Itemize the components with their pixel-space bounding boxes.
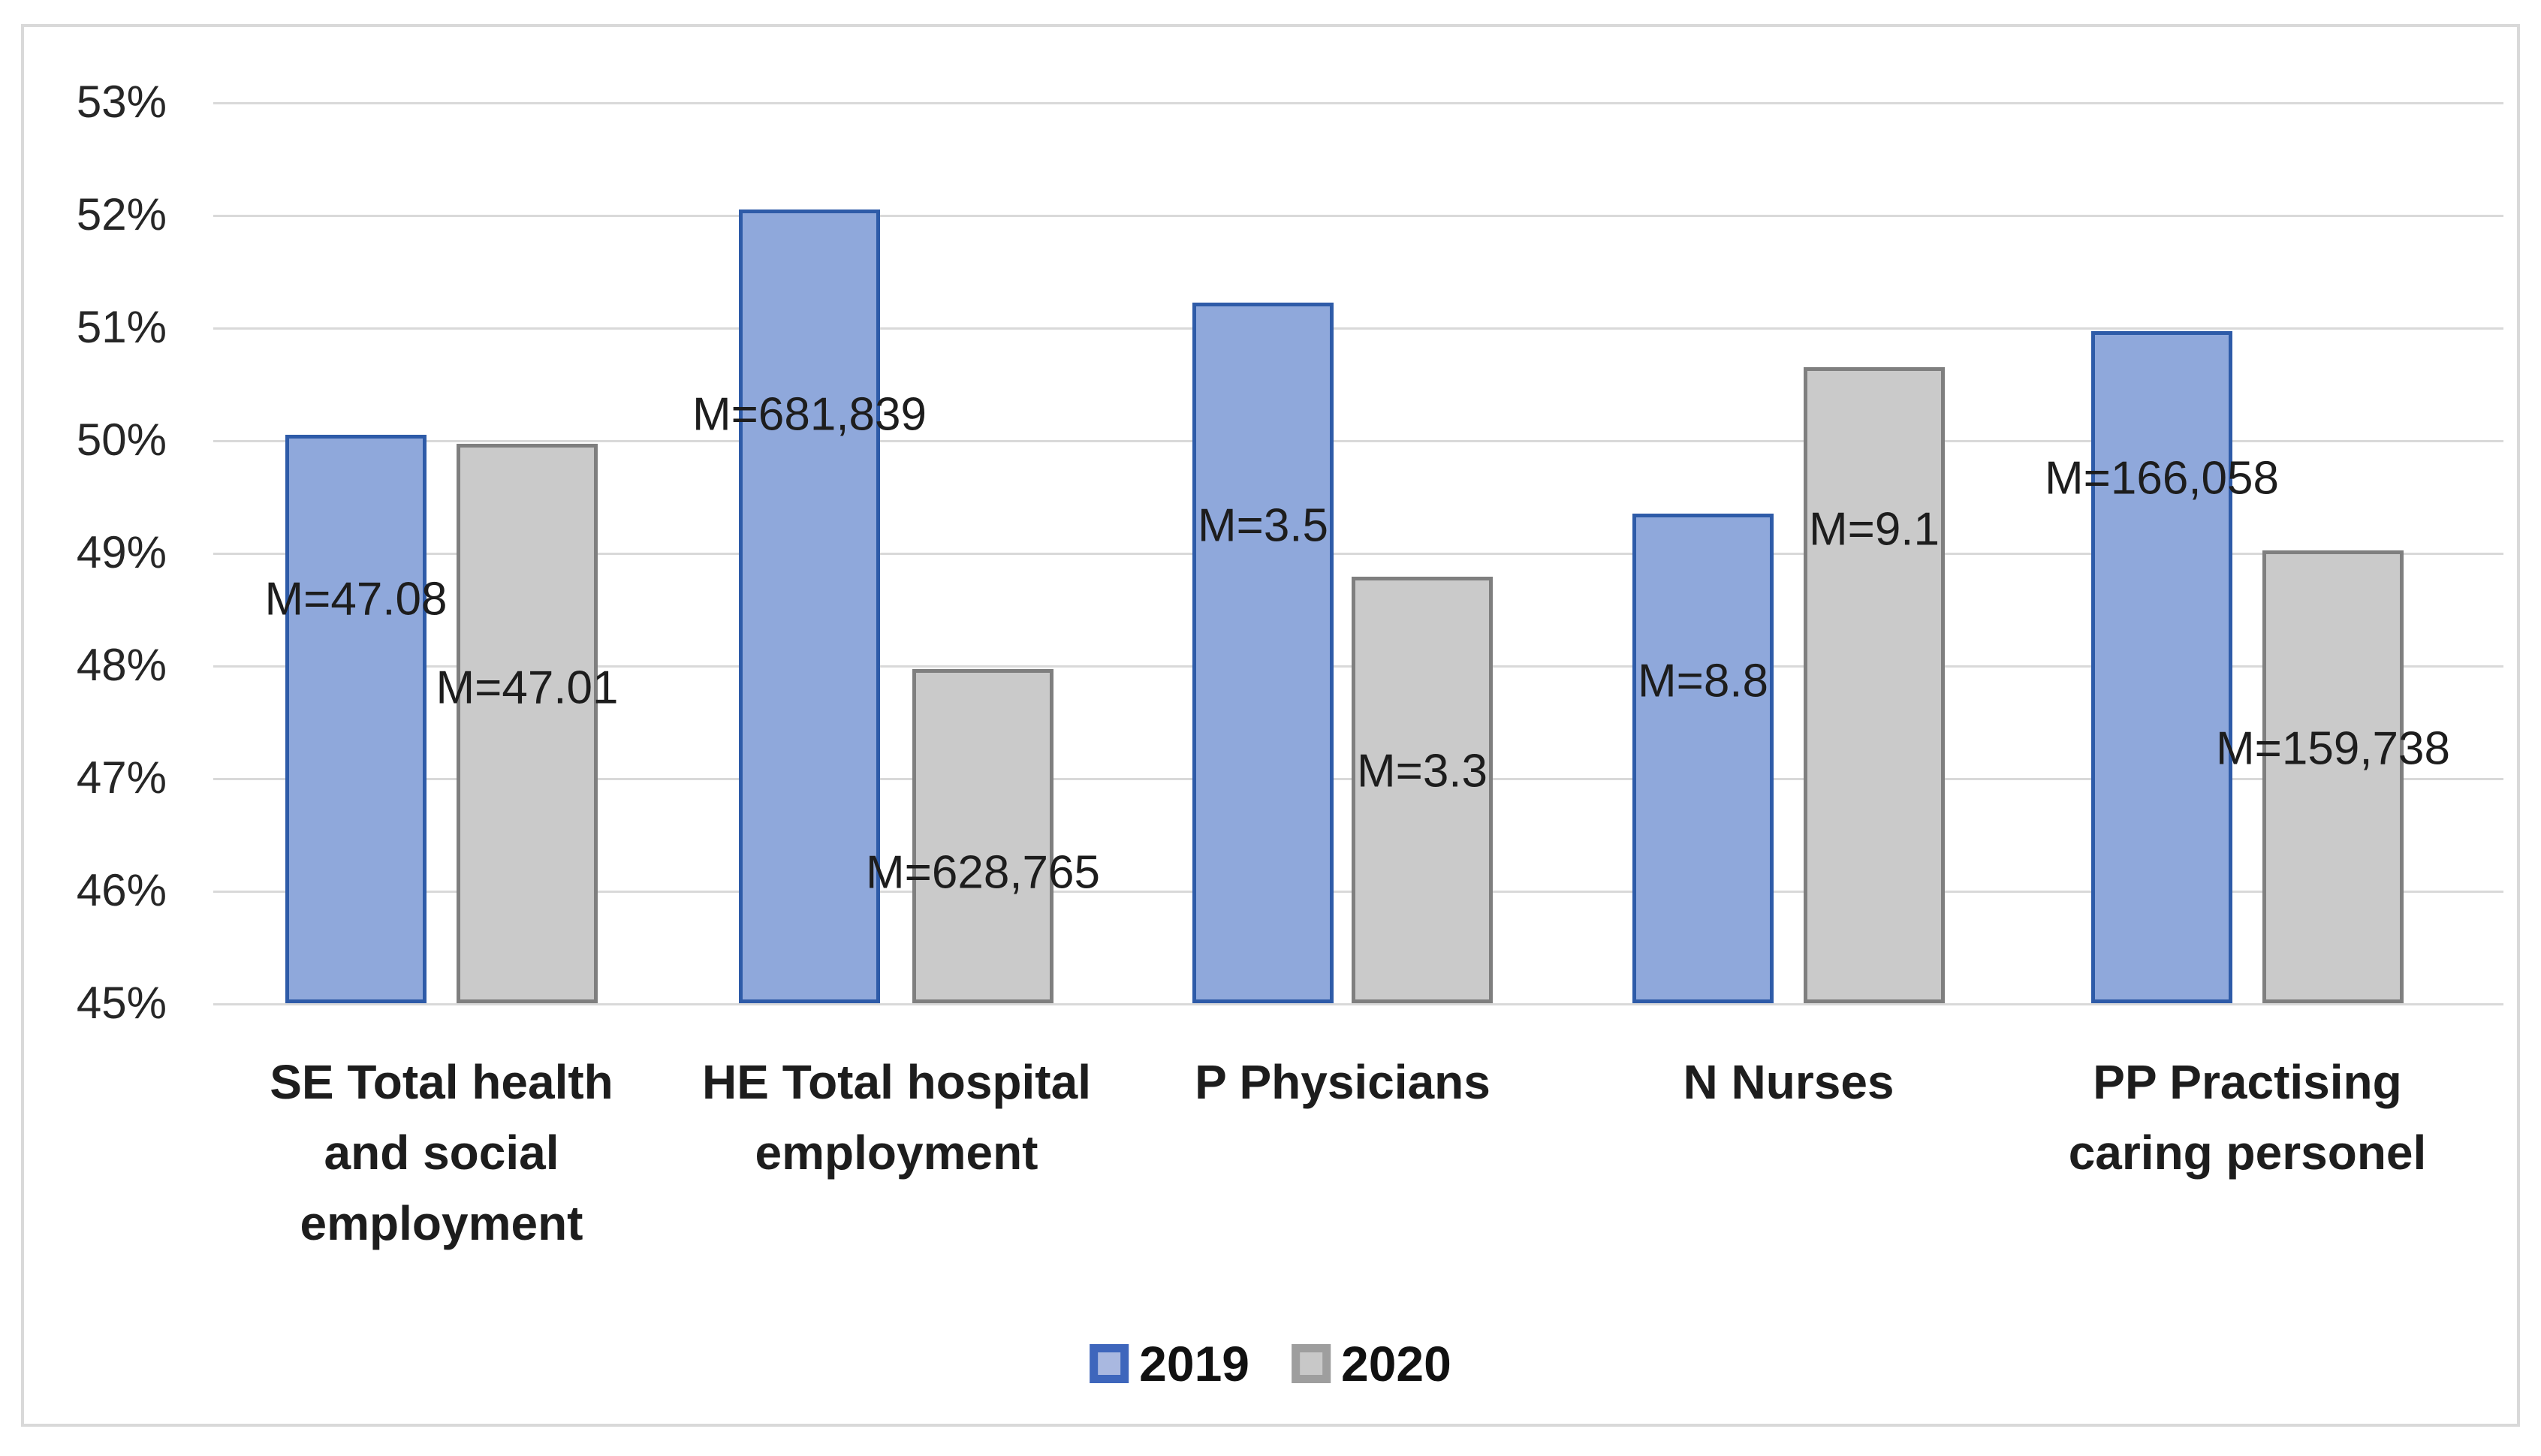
bar-2019-group1 bbox=[285, 434, 427, 1003]
data-label-2019-group1: M=47.08 bbox=[264, 573, 448, 625]
y-axis-tick-label: 49% bbox=[76, 527, 167, 577]
gridline bbox=[213, 327, 2503, 330]
bar-2020-group4 bbox=[1804, 366, 1945, 1003]
legend-swatch-icon bbox=[1090, 1344, 1129, 1383]
legend-label: 2019 bbox=[1139, 1336, 1249, 1391]
chart-frame: 45% 46% 47% 48% 49% 50% 51% 52% 53% M=47.08 M=681… bbox=[21, 24, 2520, 1427]
bar-2020-group5 bbox=[2262, 550, 2404, 1003]
gridline bbox=[213, 553, 2503, 555]
legend-swatch-icon bbox=[1292, 1344, 1331, 1383]
data-label-2020-group1: M=47.01 bbox=[436, 662, 619, 714]
y-axis-tick-label: 50% bbox=[76, 414, 167, 465]
legend-item-2020: 2020 bbox=[1292, 1337, 1451, 1390]
data-label-2020-group2: M=628,765 bbox=[866, 846, 1100, 899]
data-label-2019-group4: M=8.8 bbox=[1637, 655, 1769, 707]
y-axis-tick-label: 46% bbox=[76, 865, 167, 915]
data-label-2020-group3: M=3.3 bbox=[1356, 745, 1488, 797]
legend: 2019 2020 bbox=[1090, 1337, 1451, 1390]
data-label-2019-group5: M=166,058 bbox=[2045, 452, 2279, 505]
y-axis-tick-label: 51% bbox=[76, 302, 167, 352]
y-axis-tick-label: 48% bbox=[76, 640, 167, 690]
category-label-1: SE Total health and social employment bbox=[270, 1055, 613, 1250]
gridline bbox=[213, 440, 2503, 442]
bar-2020-group1 bbox=[457, 443, 598, 1003]
bar-2019-group2 bbox=[739, 209, 880, 1003]
gridline bbox=[213, 102, 2503, 104]
bar-2020-group3 bbox=[1352, 576, 1493, 1003]
legend-label: 2020 bbox=[1341, 1336, 1451, 1391]
category-label-2: HE Total hospital employment bbox=[702, 1055, 1091, 1180]
data-label-2020-group5: M=159,738 bbox=[2216, 722, 2450, 775]
bar-2019-group5 bbox=[2091, 330, 2232, 1003]
category-label-4: N Nurses bbox=[1683, 1055, 1894, 1109]
category-label-3: P Physicians bbox=[1195, 1055, 1491, 1109]
gridline bbox=[213, 215, 2503, 217]
y-axis-tick-label: 53% bbox=[76, 77, 167, 127]
data-label-2019-group3: M=3.5 bbox=[1197, 499, 1329, 552]
data-label-2020-group4: M=9.1 bbox=[1808, 503, 1940, 555]
legend-item-2019: 2019 bbox=[1090, 1337, 1249, 1390]
data-label-2019-group2: M=681,839 bbox=[692, 388, 927, 440]
y-axis-tick-label: 45% bbox=[76, 978, 167, 1028]
y-axis-tick-label: 47% bbox=[76, 752, 167, 803]
bar-2019-group4 bbox=[1632, 513, 1774, 1003]
bar-2019-group3 bbox=[1192, 303, 1334, 1003]
bar-2020-group2 bbox=[912, 668, 1053, 1003]
category-label-5: PP Practising caring personel bbox=[2068, 1055, 2427, 1180]
gridline bbox=[213, 1003, 2503, 1005]
y-axis-tick-label: 52% bbox=[76, 189, 167, 240]
